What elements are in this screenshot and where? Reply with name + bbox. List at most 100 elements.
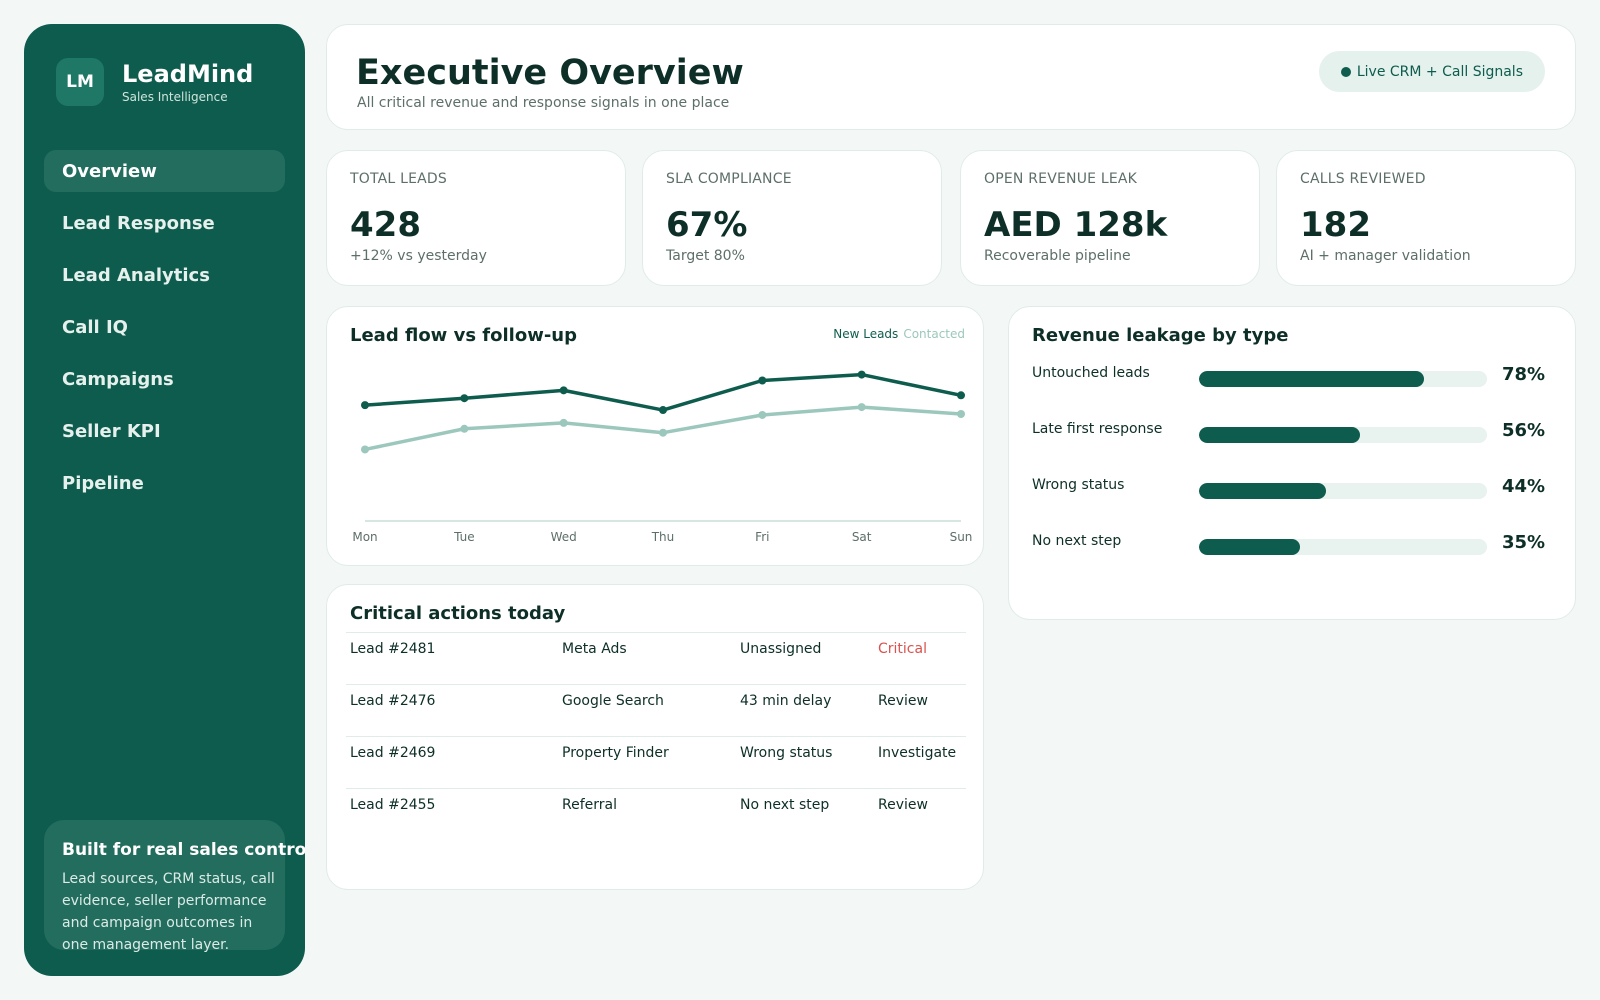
data-point[interactable] xyxy=(460,424,469,433)
critical-actions-panel: Critical actions today Lead #2481 Meta A… xyxy=(326,584,984,890)
data-point[interactable] xyxy=(559,418,568,427)
lead-id: Lead #2476 xyxy=(350,693,436,709)
revenue-leakage-panel: Revenue leakage by type Untouched leads … xyxy=(1008,306,1576,620)
kpi-card-sla-compliance[interactable]: SLA COMPLIANCE 67% Target 80% xyxy=(642,150,942,286)
live-status-badge[interactable]: Live CRM + Call Signals xyxy=(1318,51,1545,92)
info-card-title: Built for real sales control xyxy=(62,840,305,860)
chart-title: Lead flow vs follow-up xyxy=(350,325,577,346)
leakage-bar-track xyxy=(1199,483,1487,499)
sidebar-item-overview[interactable]: Overview xyxy=(44,150,285,192)
table-row[interactable]: Lead #2455 Referral No next step Review xyxy=(346,788,966,840)
brand-name: LeadMind xyxy=(122,60,254,88)
actions-table: Lead #2481 Meta Ads Unassigned Critical … xyxy=(346,632,966,840)
x-tick-label: Sat xyxy=(852,530,872,544)
data-point[interactable] xyxy=(957,391,965,400)
leakage-percent: 78% xyxy=(1502,364,1546,385)
chart-legend: New Leads Contacted xyxy=(833,327,965,341)
sidebar-nav: Overview Lead Response Lead Analytics Ca… xyxy=(44,150,285,514)
leakage-percent: 35% xyxy=(1502,532,1546,553)
x-tick-label: Sun xyxy=(950,530,973,544)
page-subtitle: All critical revenue and response signal… xyxy=(357,95,730,111)
leakage-label: Wrong status xyxy=(1032,477,1125,493)
leakage-bar-fill xyxy=(1199,371,1424,387)
data-point[interactable] xyxy=(659,428,667,437)
lead-status: Investigate xyxy=(878,745,957,761)
kpi-subtext: AI + manager validation xyxy=(1300,248,1471,264)
lead-source: Property Finder xyxy=(562,745,669,761)
leakage-percent: 44% xyxy=(1502,476,1546,497)
data-point[interactable] xyxy=(957,409,965,418)
sidebar-item-seller-kpi[interactable]: Seller KPI xyxy=(62,420,161,442)
data-point[interactable] xyxy=(857,403,866,412)
lead-flow-chart-panel: Mon Tue Wed Thu Fri Sat Sun Lead flow vs follo… xyxy=(326,306,984,566)
lead-source: Referral xyxy=(562,797,617,813)
kpi-label: TOTAL LEADS xyxy=(350,171,447,187)
lead-id: Lead #2469 xyxy=(350,745,436,761)
table-row[interactable]: Lead #2481 Meta Ads Unassigned Critical xyxy=(346,632,966,684)
kpi-subtext: +12% vs yesterday xyxy=(350,248,487,264)
sidebar-item-lead-response[interactable]: Lead Response xyxy=(62,212,215,234)
x-tick-label: Fri xyxy=(755,530,769,544)
leakage-bar-fill xyxy=(1199,427,1361,443)
leakage-bar-fill xyxy=(1199,483,1326,499)
leakage-label: No next step xyxy=(1032,533,1122,549)
kpi-card-open-revenue-leak[interactable]: OPEN REVENUE LEAK AED 128k Recoverable p… xyxy=(960,150,1260,286)
page-title: Executive Overview xyxy=(356,53,744,93)
kpi-value: 67% xyxy=(666,205,748,245)
info-card-body: Lead sources, CRM status, call evidence,… xyxy=(62,871,275,953)
table-row[interactable]: Lead #2476 Google Search 43 min delay Re… xyxy=(346,684,966,736)
legend-contacted[interactable]: Contacted xyxy=(903,327,965,341)
data-point[interactable] xyxy=(361,401,369,410)
lead-issue: Unassigned xyxy=(740,641,822,657)
data-point[interactable] xyxy=(361,445,369,454)
lead-issue: Wrong status xyxy=(740,745,833,761)
x-tick-label: Mon xyxy=(352,530,377,544)
lead-status: Review xyxy=(878,797,928,813)
brand[interactable]: LM LeadMind Sales Intelligence xyxy=(56,58,253,106)
kpi-subtext: Target 80% xyxy=(666,248,745,264)
x-tick-label: Wed xyxy=(551,530,577,544)
info-card: Built for real sales control Lead source… xyxy=(44,820,305,953)
sidebar: LM LeadMind Sales Intelligence Overview … xyxy=(24,24,305,976)
sidebar-item-call-iq[interactable]: Call IQ xyxy=(62,316,128,338)
lead-source: Google Search xyxy=(562,693,664,709)
leakage-title: Revenue leakage by type xyxy=(1032,325,1289,346)
data-point[interactable] xyxy=(659,406,667,415)
lead-status: Critical xyxy=(878,641,927,657)
data-point[interactable] xyxy=(460,394,469,403)
leakage-bar-track xyxy=(1199,427,1487,443)
lead-source: Meta Ads xyxy=(562,641,627,657)
kpi-card-calls-reviewed[interactable]: CALLS REVIEWED 182 AI + manager validati… xyxy=(1276,150,1576,286)
series-line-new-leads xyxy=(364,372,962,412)
actions-title: Critical actions today xyxy=(350,603,566,624)
legend-new-leads[interactable]: New Leads xyxy=(833,327,899,341)
lead-issue: 43 min delay xyxy=(740,693,832,709)
lead-issue: No next step xyxy=(740,797,830,813)
leakage-row: No next step 35% xyxy=(1032,532,1552,557)
page-header: Executive Overview All critical revenue … xyxy=(326,24,1576,130)
table-row[interactable]: Lead #2469 Property Finder Wrong status … xyxy=(346,736,966,788)
lead-flow-chart: Mon Tue Wed Thu Fri Sat Sun xyxy=(352,370,973,544)
data-point[interactable] xyxy=(857,370,866,379)
kpi-value: 182 xyxy=(1300,205,1371,245)
kpi-label: OPEN REVENUE LEAK xyxy=(984,171,1138,187)
sidebar-item-pipeline[interactable]: Pipeline xyxy=(62,472,144,494)
leakage-bar-track xyxy=(1199,539,1487,555)
live-status-label: Live CRM + Call Signals xyxy=(1356,63,1523,80)
leakage-bar-track xyxy=(1199,371,1487,387)
sidebar-item-campaigns[interactable]: Campaigns xyxy=(62,368,174,390)
kpi-subtext: Recoverable pipeline xyxy=(984,248,1131,264)
leakage-row: Untouched leads 78% xyxy=(1032,364,1552,389)
kpi-card-total-leads[interactable]: TOTAL LEADS 428 +12% vs yesterday xyxy=(326,150,626,286)
leakage-bar-fill xyxy=(1199,539,1300,555)
data-point[interactable] xyxy=(758,410,767,419)
sidebar-item-lead-analytics[interactable]: Lead Analytics xyxy=(62,264,210,286)
data-point[interactable] xyxy=(758,376,767,385)
lead-id: Lead #2481 xyxy=(350,641,436,657)
x-tick-label: Thu xyxy=(651,530,675,544)
lead-status: Review xyxy=(878,693,928,709)
kpi-label: CALLS REVIEWED xyxy=(1300,171,1426,187)
data-point[interactable] xyxy=(559,386,568,395)
status-dot-icon xyxy=(1340,66,1351,77)
brand-logo: LM xyxy=(56,58,104,106)
